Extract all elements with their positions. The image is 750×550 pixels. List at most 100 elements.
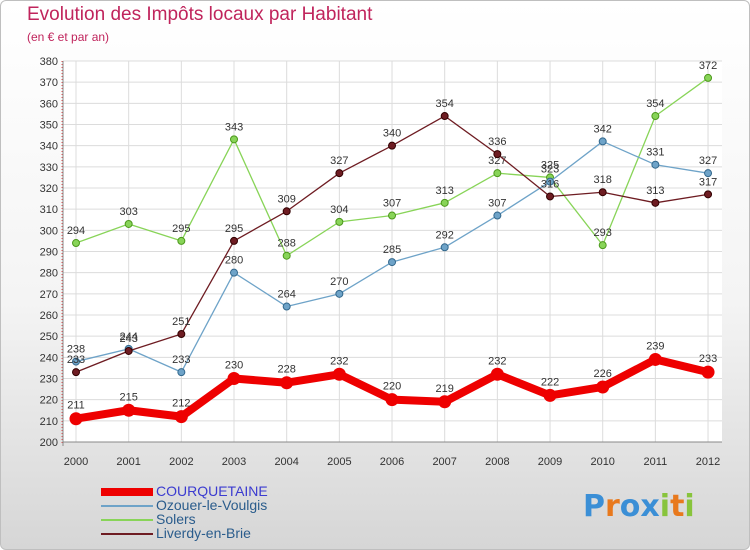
y-tick-label: 380 <box>40 56 58 68</box>
logo-letter: t <box>670 489 685 524</box>
data-label: 336 <box>488 136 506 148</box>
proxiti-logo: Proxiti <box>583 489 695 524</box>
logo-letter: o <box>619 489 641 524</box>
data-label: 343 <box>225 121 243 133</box>
data-label: 238 <box>67 344 85 356</box>
y-tick-label: 300 <box>40 225 58 237</box>
data-label: 212 <box>172 398 190 410</box>
data-point <box>282 207 291 216</box>
data-point <box>72 239 80 248</box>
data-point <box>490 367 504 381</box>
data-label: 292 <box>436 229 454 241</box>
data-label: 342 <box>594 123 612 135</box>
data-point <box>227 372 241 385</box>
legend-swatch <box>101 505 153 507</box>
data-label: 232 <box>488 355 506 367</box>
data-label: 219 <box>436 383 454 395</box>
data-label: 239 <box>646 340 664 352</box>
data-label: 226 <box>594 368 612 380</box>
y-tick-label: 330 <box>40 162 58 174</box>
logo-letter: i <box>684 489 695 524</box>
data-point <box>230 268 239 277</box>
data-label: 233 <box>172 354 190 366</box>
x-tick-label: 2003 <box>222 456 246 468</box>
data-label: 318 <box>594 174 612 186</box>
data-label: 295 <box>172 223 190 235</box>
data-label: 285 <box>383 244 401 256</box>
x-tick-label: 2002 <box>169 456 193 468</box>
data-point <box>440 198 449 207</box>
y-tick-label: 270 <box>40 289 58 301</box>
x-tick-label: 2001 <box>116 456 140 468</box>
y-tick-label: 220 <box>40 395 58 407</box>
y-tick-label: 260 <box>40 310 58 322</box>
data-point <box>388 258 397 267</box>
data-label: 313 <box>646 185 664 197</box>
data-label: 222 <box>541 376 559 388</box>
y-tick-label: 350 <box>40 120 58 132</box>
data-point <box>280 376 294 390</box>
x-tick-label: 2007 <box>432 456 456 468</box>
y-tick-label: 250 <box>40 331 58 343</box>
x-tick-label: 2012 <box>696 456 720 468</box>
data-point <box>546 192 555 201</box>
data-label: 233 <box>699 353 717 365</box>
data-point <box>230 135 239 144</box>
data-point <box>122 403 136 417</box>
data-point <box>493 211 502 220</box>
legend-swatch <box>101 488 153 496</box>
data-label: 354 <box>646 98 664 110</box>
data-point <box>651 160 660 169</box>
x-tick-label: 2004 <box>274 456 298 468</box>
logo-letter: i <box>659 489 671 524</box>
data-point <box>335 217 344 226</box>
data-point <box>440 112 449 121</box>
data-point <box>651 198 660 207</box>
data-label: 307 <box>488 198 506 210</box>
y-tick-label: 240 <box>40 352 58 364</box>
x-tick-label: 2008 <box>485 456 509 468</box>
y-tick-label: 360 <box>40 98 58 110</box>
data-point <box>385 393 399 407</box>
data-point <box>69 412 83 426</box>
data-label: 307 <box>383 198 401 210</box>
data-label: 304 <box>330 204 348 216</box>
y-tick-label: 290 <box>40 247 58 259</box>
legend-swatch <box>101 519 153 521</box>
logo-letter: r <box>605 489 620 524</box>
data-label: 211 <box>67 400 85 412</box>
data-label: 288 <box>278 238 296 250</box>
y-tick-label: 230 <box>40 374 58 386</box>
data-point <box>704 73 713 82</box>
data-point <box>177 330 186 339</box>
chart-title: Evolution des Impôts locaux par Habitant <box>27 4 373 25</box>
data-label: 293 <box>594 227 612 239</box>
data-label: 264 <box>278 289 296 301</box>
y-tick-label: 200 <box>40 437 58 449</box>
data-label: 294 <box>67 225 85 237</box>
y-tick-label: 370 <box>40 77 58 89</box>
x-tick-label: 2006 <box>380 456 404 468</box>
data-point <box>704 190 713 199</box>
data-label: 340 <box>383 128 401 140</box>
data-point <box>651 112 660 121</box>
data-label: 313 <box>436 185 454 197</box>
data-point <box>438 395 452 409</box>
legend-label: Liverdy-en-Brie <box>156 525 251 541</box>
data-label: 251 <box>172 316 190 328</box>
data-point <box>332 367 346 381</box>
data-point <box>124 219 133 228</box>
data-label: 354 <box>436 98 454 110</box>
data-label: 309 <box>278 193 296 205</box>
legend-swatch <box>101 533 153 535</box>
y-tick-label: 320 <box>40 183 58 195</box>
data-label: 327 <box>330 155 348 167</box>
data-point <box>124 346 133 355</box>
data-label: 295 <box>225 223 243 235</box>
data-label: 317 <box>699 176 717 188</box>
data-point <box>598 137 607 146</box>
data-label: 244 <box>119 331 137 343</box>
data-point <box>546 177 555 186</box>
data-label: 372 <box>699 60 717 72</box>
